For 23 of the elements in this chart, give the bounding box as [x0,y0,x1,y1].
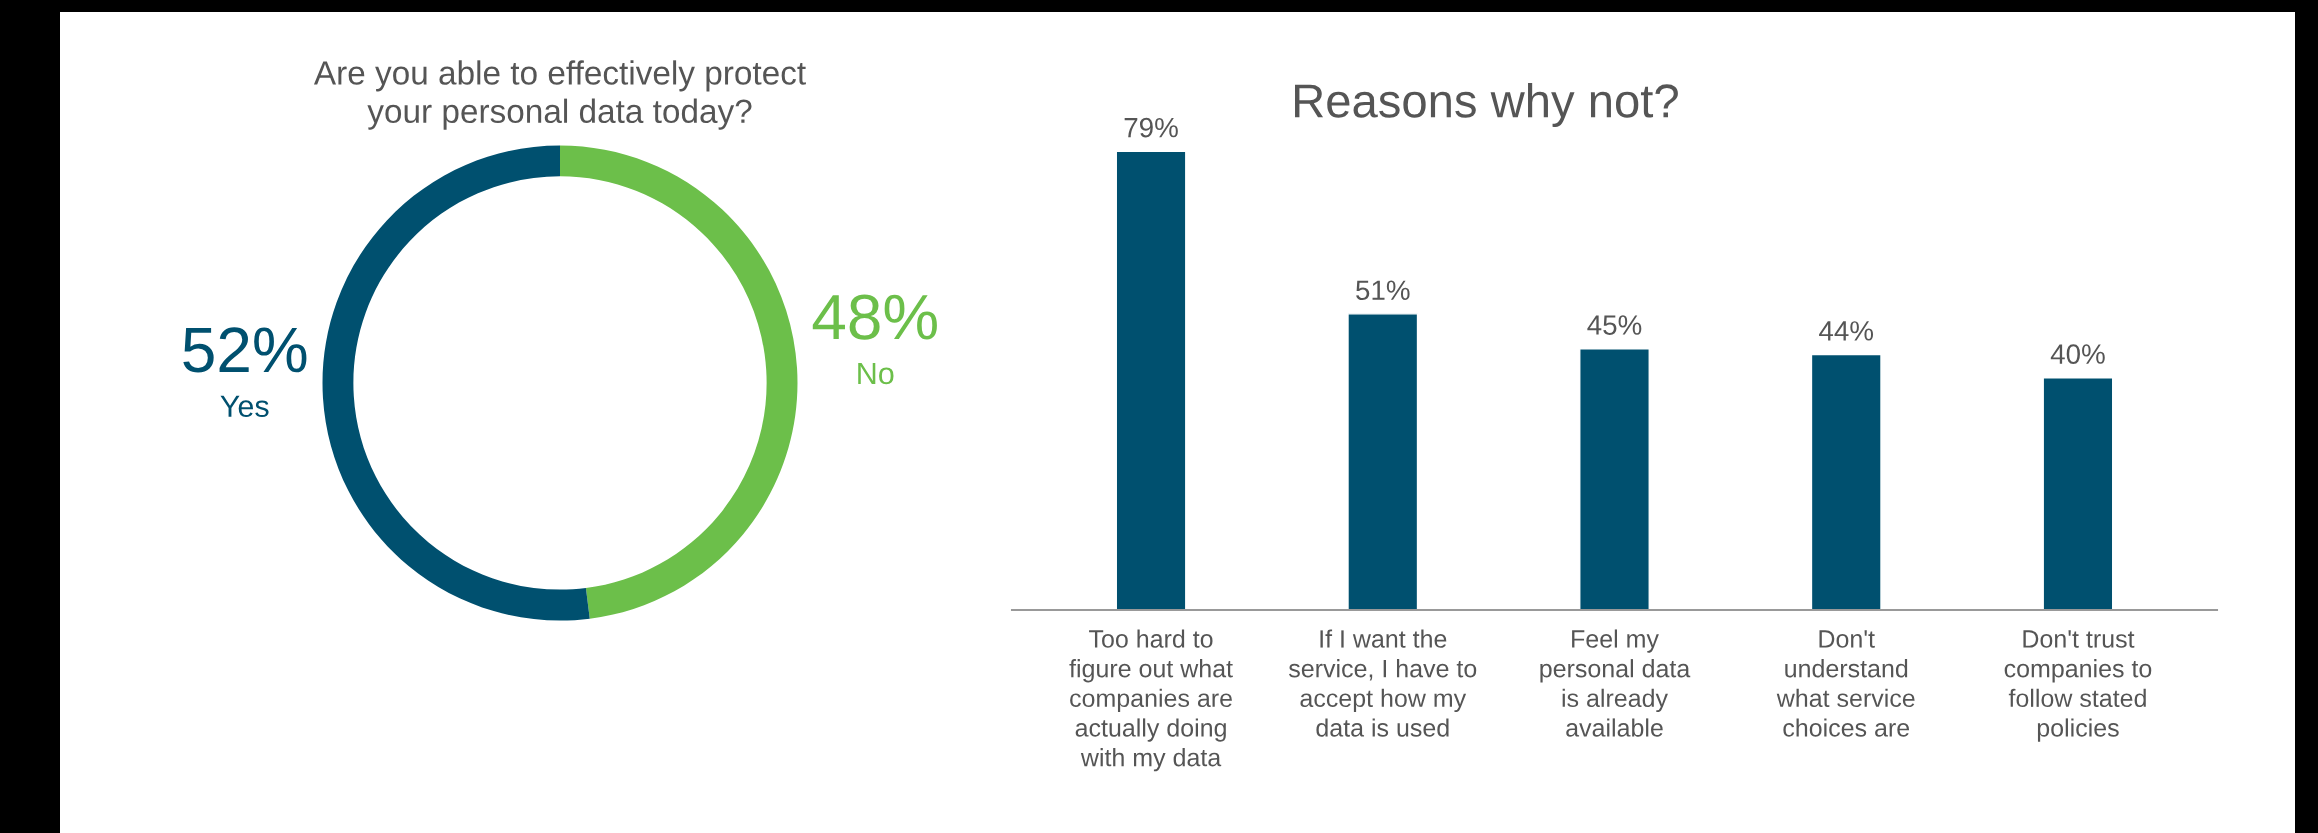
chart-title: Are you able to effectively protect your personal data today? [313,60,806,130]
data-label: 51% [1356,280,1410,301]
chart-title: Reasons why not? [1295,82,1678,128]
data-label: 44% [1819,321,1874,341]
data-label: 52% [183,327,307,373]
x-tick-label: Don't understand what service choices are [1776,630,1915,737]
slice-label: Yes [220,395,269,418]
donut-slice [560,145,798,619]
bar [1347,313,1419,610]
data-label: 45% [1587,315,1642,335]
bar [2042,377,2114,610]
bar [1579,348,1650,610]
data-label: 48% [812,294,937,340]
x-tick-label: Feel my personal data is already available [1540,629,1691,737]
donut-slice [322,145,590,621]
slice-label: No [858,362,894,385]
data-label: 79% [1124,117,1178,138]
data-label: 40% [2050,344,2105,364]
x-tick-label: Too hard to figure out what companies are actually doing with my data [1069,629,1233,772]
x-tick-label: If I want the service, I have to accept how my data is used [1288,629,1477,737]
bar [1115,150,1187,610]
x-tick-label: Don't trust companies to follow stated policies [2004,630,2152,742]
bar [1810,353,1882,610]
